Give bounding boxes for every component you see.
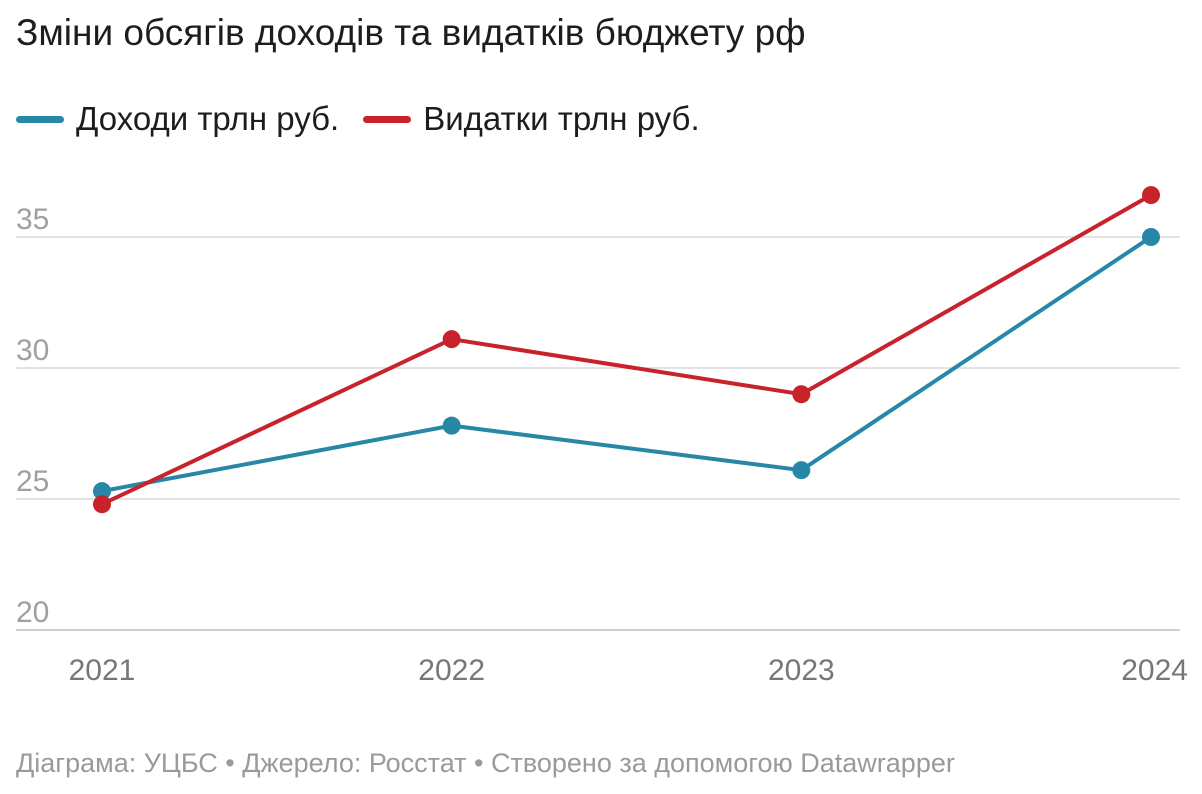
- y-tick-label: 20: [16, 596, 49, 629]
- data-point: [442, 416, 461, 435]
- y-tick-label: 30: [16, 334, 49, 367]
- legend-label-revenue: Доходи трлн руб.: [76, 100, 340, 137]
- y-tick-label: 25: [16, 465, 49, 498]
- data-point: [93, 495, 111, 514]
- legend-swatch-revenue: [16, 115, 64, 123]
- series-line-expenses: [101, 193, 1152, 507]
- legend-item-expenses: Видатки трлн руб.: [363, 100, 700, 138]
- data-point: [1142, 228, 1160, 246]
- x-tick-label: 2024: [1121, 654, 1188, 687]
- series-line-revenue: [101, 235, 1153, 494]
- y-tick-label: 35: [16, 203, 49, 236]
- data-point: [792, 385, 811, 404]
- x-tick-label: 2021: [69, 654, 136, 687]
- legend-label-expenses: Видатки трлн руб.: [423, 100, 700, 137]
- data-point: [792, 461, 811, 480]
- legend-item-revenue: Доходи трлн руб.: [16, 100, 339, 138]
- legend: Доходи трлн руб. Видатки трлн руб.: [16, 100, 724, 138]
- data-point: [1142, 186, 1160, 205]
- footer-credits: Діаграма: УЦБС • Джерело: Росстат • Ство…: [16, 748, 955, 778]
- data-point: [442, 330, 461, 349]
- legend-swatch-expenses: [363, 115, 412, 123]
- chart-title: Зміни обсягів доходів та видатків бюджет…: [16, 12, 806, 53]
- data-point: [93, 482, 111, 501]
- x-tick-label: 2022: [418, 654, 485, 687]
- x-tick-label: 2023: [768, 654, 835, 687]
